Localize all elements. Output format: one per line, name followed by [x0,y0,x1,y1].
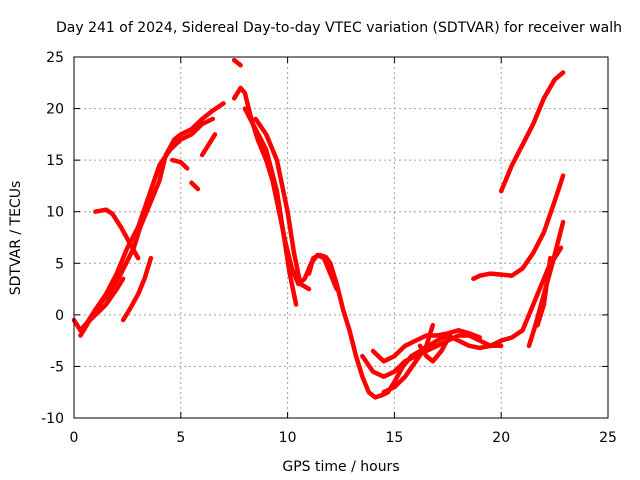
series-trace-sat-o [370,328,483,364]
series-trace-sat-f [170,157,190,171]
series-trace-sat-d [120,255,154,323]
series-trace-sat-n [360,333,504,379]
series-trace-sat-g [189,180,201,192]
x-tick-label: 0 [70,430,79,446]
series-trace-sat-i [231,57,243,68]
series-trace-sat-b [78,116,216,338]
series-trace-sat-m [306,245,564,400]
series-trace-sat-q [417,333,453,364]
y-tick-label: 10 [46,205,64,221]
plot-frame [73,56,609,419]
chart-title: Day 241 of 2024, Sidereal Day-to-day VTE… [56,20,622,36]
series-trace-sat-a [71,101,226,333]
x-tick-label: 5 [176,430,185,446]
data-series [71,57,566,400]
x-tick-label: 10 [279,430,297,446]
y-tick-label: 25 [46,50,64,66]
tick-labels: 0 5 10 15 20 25 -10 -5 0 5 10 15 20 25 [41,50,617,446]
y-tick-label: 20 [46,102,64,118]
series-trace-sat-e [82,276,126,328]
y-axis-label: SDTVAR / TECUs [8,181,24,296]
series-trace-sat-h [199,132,218,158]
series-trace-sat-u [535,255,553,328]
y-tick-label: 0 [55,308,64,324]
series-trace-sat-l [253,116,312,292]
series-trace-sat-k [242,106,299,307]
series-trace-sat-p [381,322,436,395]
y-tick-label: -5 [50,359,64,375]
series-trace-sat-s [498,70,566,194]
x-tick-label: 20 [492,430,510,446]
x-axis-label: GPS time / hours [282,459,399,475]
y-tick-label: 15 [46,153,64,169]
axis-ticks [73,56,609,419]
series-trace-sat-r [471,173,566,282]
x-tick-label: 15 [385,430,403,446]
y-tick-label: -10 [41,411,64,427]
grid [74,57,608,418]
y-tick-label: 5 [55,256,64,272]
x-tick-label: 25 [599,430,617,446]
series-trace-sat-c [93,207,141,261]
